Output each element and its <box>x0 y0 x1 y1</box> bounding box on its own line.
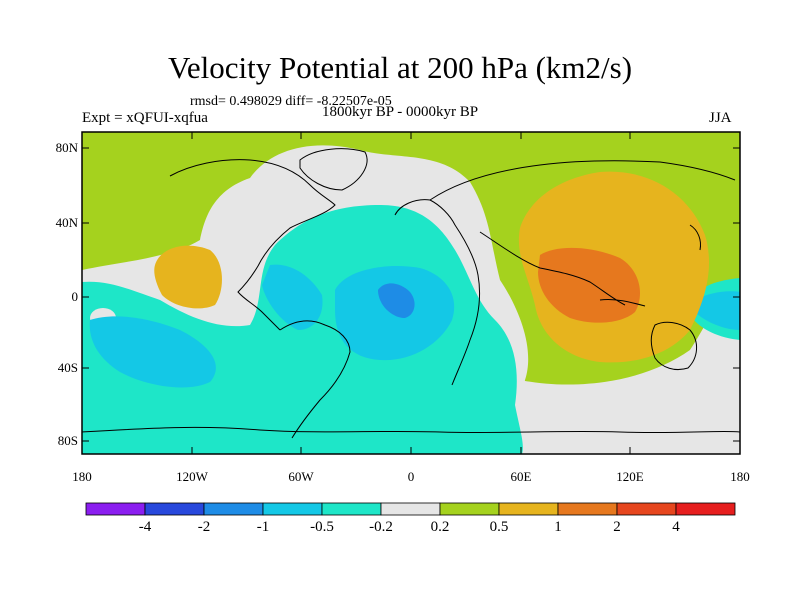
coast-greenland <box>299 148 368 191</box>
colorbar-swatch <box>675 502 736 516</box>
colorbar-swatch <box>616 502 677 516</box>
colorbar-swatch <box>498 502 559 516</box>
coast-antarctica <box>82 426 740 434</box>
lon-label: 60W <box>288 469 314 484</box>
lon-label: 60E <box>510 469 532 484</box>
colorbar-swatch <box>144 502 205 516</box>
lon-label: 120E <box>616 469 644 484</box>
coast-japan <box>689 224 701 251</box>
rmsd-diff-stats: rmsd= 0.498029 diff= -8.22507e-05 <box>190 94 392 109</box>
coast-north-america <box>169 159 336 331</box>
lon-label: 180 <box>72 469 92 484</box>
colorbar-swatch <box>439 502 500 516</box>
colorbar-swatch <box>380 502 441 516</box>
coast-australia <box>650 321 697 371</box>
coast-eurasia <box>429 160 736 201</box>
band-neg-1 <box>378 283 415 318</box>
lat-label: 40N <box>55 215 78 230</box>
coast-asia-south <box>479 231 626 306</box>
band-pos-0.5-west <box>154 245 222 309</box>
band-neg-0.5-sa <box>89 316 216 388</box>
colorbar-label: -0.5 <box>310 519 334 535</box>
lon-label: 180 <box>730 469 750 484</box>
band-neg-0.5-pac <box>262 264 323 330</box>
season-label: JJA <box>709 110 732 126</box>
colorbar-label: 2 <box>613 519 621 535</box>
period-label: 1800kyr BP - 0000kyr BP <box>322 104 479 120</box>
colorbar-label: -0.2 <box>369 519 393 535</box>
lon-label: 120W <box>176 469 208 484</box>
band-pos-1 <box>538 247 640 323</box>
colorbar-swatch <box>262 502 323 516</box>
coast-south-america <box>279 320 351 439</box>
contour-fill-layer <box>82 132 740 454</box>
colorbar-label: 1 <box>554 519 562 535</box>
colorbar-label: -1 <box>256 519 270 535</box>
colorbar-label: 0.5 <box>489 519 509 535</box>
colorbar-label: -2 <box>197 519 211 535</box>
band-neg-0.5-east <box>695 291 740 330</box>
colorbar-swatch <box>321 502 382 516</box>
plot-title: Velocity Potential at 200 hPa (km2/s) <box>167 50 633 85</box>
band-near-zero-east <box>520 280 740 454</box>
axis-ticks <box>82 132 740 454</box>
lat-label: 0 <box>71 289 79 304</box>
colorbar-swatch <box>557 502 618 516</box>
lat-label: 80N <box>55 140 78 155</box>
lon-label: 0 <box>407 469 415 484</box>
lat-label: 40S <box>57 360 78 375</box>
colorbar-label: 0.2 <box>430 519 450 535</box>
colorbar-label: 4 <box>672 519 680 535</box>
colorbar <box>85 502 736 516</box>
coastlines <box>82 148 740 439</box>
lat-label: 80S <box>57 433 78 448</box>
colorbar-swatch <box>85 502 146 516</box>
coast-europe-africa <box>394 199 481 386</box>
colorbar-swatch <box>203 502 264 516</box>
coast-indonesia <box>599 299 646 307</box>
experiment-label: Expt = xQFUI-xqfua <box>82 110 208 126</box>
colorbar-label: -4 <box>138 519 152 535</box>
